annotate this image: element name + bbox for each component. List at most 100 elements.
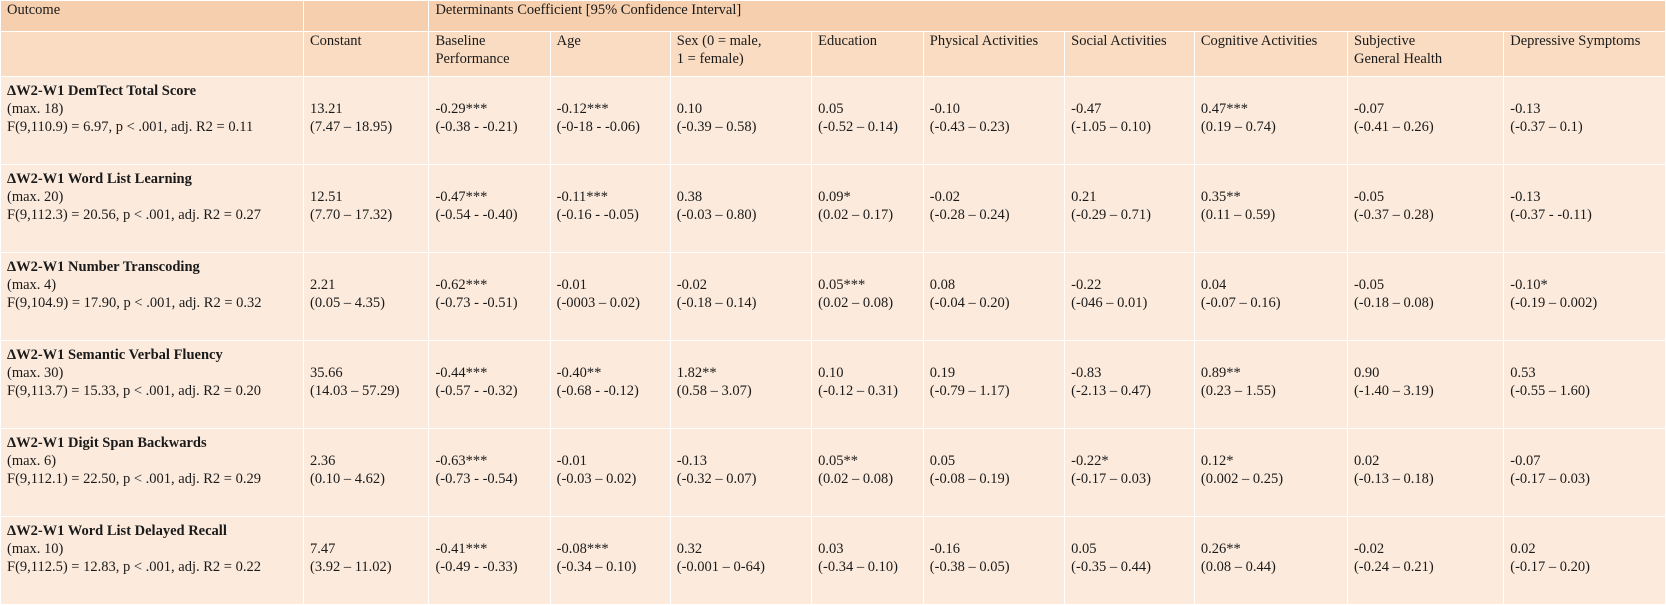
coefficient-cell: -0.05 (-0.18 – 0.08) <box>1346 252 1505 341</box>
outcome-stats: F(9,110.9) = 6.97, p < .001, adj. R2 = 0… <box>7 119 254 135</box>
coefficient-value: 0.09* <box>818 189 851 205</box>
coefficient-value: -0.10* <box>1510 277 1548 293</box>
coefficient-value: -0.13 <box>676 453 707 469</box>
coefficient-value: -0.02 <box>676 277 707 293</box>
coefficient-cell: 0.10 (-0.39 – 0.58) <box>669 76 813 165</box>
outcome-max: (max. 4) <box>7 277 57 293</box>
coefficient-cell: 0.05 (-0.35 – 0.44) <box>1064 516 1195 605</box>
coefficient-value: 0.19 <box>929 365 956 381</box>
coefficient-cell: -0.07 (-0.41 – 0.26) <box>1346 76 1505 165</box>
coefficient-cell: 0.05*** (0.02 – 0.08) <box>811 252 924 341</box>
coefficient-value: 0.10 <box>676 101 703 117</box>
outcome-cell: ΔW2-W1 Word List Learning (max. 20) F(9,11… <box>0 164 304 253</box>
header-outcome: Outcome <box>0 0 304 32</box>
coefficient-value: 0.04 <box>1200 277 1227 293</box>
coefficient-cell: 35.66 (14.03 – 57.29) <box>302 340 430 429</box>
coefficient-value: 13.21 <box>310 101 343 117</box>
coefficient-cell: -0.13 (-0.37 – 0.1) <box>1503 76 1666 165</box>
confidence-interval: (-046 – 0.01) <box>1071 295 1148 311</box>
coefficient-cell: 0.02 (-0.13 – 0.18) <box>1346 428 1505 517</box>
coefficient-value: -0.01 <box>556 453 587 469</box>
confidence-interval: (-0003 – 0.02) <box>556 295 641 311</box>
column-header: Age <box>549 31 671 77</box>
column-header-line: Constant <box>310 33 362 49</box>
column-header: Education <box>811 31 924 77</box>
coefficient-value: -0.44*** <box>435 365 488 381</box>
coefficient-value: -0.22 <box>1071 277 1102 293</box>
confidence-interval: (-0.37 – 0.28) <box>1353 207 1434 223</box>
coefficient-value: 0.10 <box>818 365 844 381</box>
coefficient-value: -0.22* <box>1071 453 1109 469</box>
column-header-line: Subjective <box>1353 33 1416 49</box>
confidence-interval: (0.002 – 0.25) <box>1200 471 1284 487</box>
column-header: Subjective General Health <box>1346 31 1505 77</box>
column-header: Physical Activities <box>922 31 1066 77</box>
coefficient-value: 0.21 <box>1071 189 1097 205</box>
table-row: ΔW2-W1 DemTect Total Score (max. 18) F(9,1… <box>0 76 1666 165</box>
coefficient-value: 2.36 <box>310 453 336 469</box>
coefficient-value: 35.66 <box>310 365 343 381</box>
coefficient-value: 0.05 <box>1071 541 1097 557</box>
coefficient-cell: -0.47 (-1.05 – 0.10) <box>1064 76 1195 165</box>
confidence-interval: (-0.38 – 0.05) <box>929 559 1010 575</box>
coefficient-cell: 2.21 (0.05 – 4.35) <box>302 252 430 341</box>
coefficient-value: -0.63*** <box>435 453 488 469</box>
header-row-top: Outcome Determinants Coefficient [95% Co… <box>0 0 1666 32</box>
coefficient-cell: -0.02 (-0.18 – 0.14) <box>669 252 813 341</box>
outcome-cell: ΔW2-W1 DemTect Total Score (max. 18) F(9,1… <box>0 76 304 165</box>
coefficient-value: -0.83 <box>1071 365 1102 381</box>
coefficient-value: 0.02 <box>1353 453 1380 469</box>
coefficient-cell: -0.29*** (-0.38 - -0.21) <box>428 76 551 165</box>
confidence-interval: (0.23 – 1.55) <box>1200 383 1276 399</box>
confidence-interval: (-0.17 – 0.20) <box>1510 559 1590 575</box>
outcome-stats: F(9,113.7) = 15.33, p < .001, adj. R2 = … <box>7 383 261 399</box>
coefficient-cell: -0.16 (-0.38 – 0.05) <box>922 516 1066 605</box>
column-header-line: Cognitive Activities <box>1200 33 1318 49</box>
column-header-line: Depressive Symptoms <box>1510 33 1641 49</box>
coefficient-value: -0.05 <box>1353 189 1385 205</box>
coefficient-value: 0.47*** <box>1200 101 1248 117</box>
column-header: Cognitive Activities <box>1193 31 1348 77</box>
outcome-title: ΔW2-W1 Semantic Verbal Fluency <box>7 347 223 363</box>
column-header-line: 1 = female) <box>676 51 744 67</box>
confidence-interval: (-0.17 – 0.03) <box>1071 471 1151 487</box>
coefficient-value: -0.47*** <box>435 189 488 205</box>
confidence-interval: (-0.34 – 0.10) <box>556 559 637 575</box>
coefficient-value: 0.05 <box>929 453 956 469</box>
coefficient-value: 0.02 <box>1510 541 1536 557</box>
confidence-interval: (-0.37 – 0.1) <box>1510 119 1583 135</box>
confidence-interval: (-0.52 – 0.14) <box>818 119 898 135</box>
confidence-interval: (0.02 – 0.08) <box>818 471 894 487</box>
confidence-interval: (-0.35 – 0.44) <box>1071 559 1151 575</box>
outcome-cell: ΔW2-W1 Word List Delayed Recall (max. 10)… <box>0 516 304 605</box>
outcome-title: ΔW2-W1 Word List Delayed Recall <box>7 523 227 539</box>
outcome-cell: ΔW2-W1 Semantic Verbal Fluency (max. 30) F… <box>0 340 304 429</box>
table-body: ΔW2-W1 DemTect Total Score (max. 18) F(9,1… <box>0 76 1666 605</box>
coefficient-value: 0.05 <box>818 101 844 117</box>
coefficient-cell: 0.38 (-0.03 – 0.80) <box>669 164 813 253</box>
confidence-interval: (7.47 – 18.95) <box>310 119 393 135</box>
confidence-interval: (-0.18 – 0.14) <box>676 295 757 311</box>
outcome-title: ΔW2-W1 DemTect Total Score <box>7 83 197 99</box>
coefficient-value: -0.10 <box>929 101 960 117</box>
confidence-interval: (-0.79 – 1.17) <box>929 383 1010 399</box>
coefficient-value: 0.08 <box>929 277 956 293</box>
outcome-title: ΔW2-W1 Number Transcoding <box>7 259 200 275</box>
confidence-interval: (-0.34 – 0.10) <box>818 559 898 575</box>
coefficient-cell: 0.53 (-0.55 – 1.60) <box>1503 340 1666 429</box>
coefficient-value: -0.29*** <box>435 101 488 117</box>
table-row: ΔW2-W1 Word List Delayed Recall (max. 10)… <box>0 516 1666 605</box>
coefficient-cell: 0.09* (0.02 – 0.17) <box>811 164 924 253</box>
coefficient-value: 0.03 <box>818 541 844 557</box>
coefficient-cell: -0.63*** (-0.73 - -0.54) <box>428 428 551 517</box>
outcome-stats: F(9,104.9) = 17.90, p < .001, adj. R2 = … <box>7 295 262 311</box>
outcome-max: (max. 18) <box>7 101 64 117</box>
outcome-stats: F(9,112.1) = 22.50, p < .001, adj. R2 = … <box>7 471 261 487</box>
table-row: ΔW2-W1 Semantic Verbal Fluency (max. 30) F… <box>0 340 1666 429</box>
coefficient-cell: 0.47*** (0.19 – 0.74) <box>1193 76 1348 165</box>
confidence-interval: (-0.37 - -0.11) <box>1510 207 1592 223</box>
table-row: ΔW2-W1 Word List Learning (max. 20) F(9,11… <box>0 164 1666 253</box>
coefficient-cell: 7.47 (3.92 – 11.02) <box>302 516 430 605</box>
column-header-line: Sex (0 = male, <box>676 33 762 49</box>
